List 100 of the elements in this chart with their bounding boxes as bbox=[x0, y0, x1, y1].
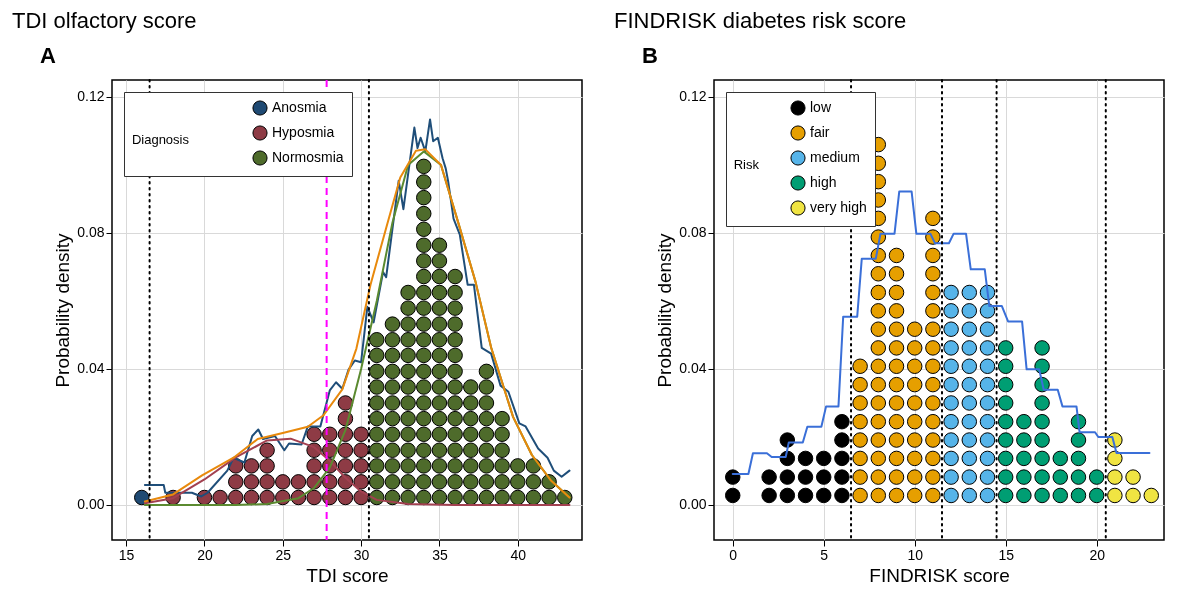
point bbox=[943, 432, 959, 448]
point bbox=[228, 489, 244, 506]
point bbox=[997, 432, 1014, 448]
point bbox=[353, 474, 369, 490]
point bbox=[259, 474, 275, 490]
x-tick-label: 30 bbox=[353, 546, 370, 563]
point bbox=[243, 474, 260, 490]
y-axis-title: Probability density bbox=[654, 232, 676, 388]
point bbox=[228, 474, 244, 490]
point bbox=[134, 489, 150, 506]
x-axis-title: FINDRISK score bbox=[869, 564, 1010, 586]
point bbox=[961, 358, 978, 374]
point bbox=[979, 469, 996, 485]
point bbox=[943, 450, 959, 467]
point bbox=[979, 487, 996, 504]
point bbox=[943, 340, 959, 356]
point bbox=[1034, 358, 1050, 374]
point bbox=[943, 413, 959, 430]
legend-label: high bbox=[810, 174, 837, 190]
point bbox=[322, 474, 338, 490]
point bbox=[943, 487, 959, 504]
y-axis-title: Probability density bbox=[52, 232, 74, 388]
point bbox=[943, 395, 959, 411]
point bbox=[725, 487, 741, 504]
point bbox=[1070, 432, 1087, 448]
point bbox=[961, 340, 978, 356]
point bbox=[1125, 469, 1141, 485]
x-tick-label: 25 bbox=[275, 546, 292, 563]
point bbox=[1016, 450, 1032, 467]
point bbox=[1125, 487, 1141, 504]
point bbox=[259, 442, 275, 458]
x-axis-title: TDI score bbox=[306, 564, 389, 586]
point bbox=[961, 432, 978, 448]
point bbox=[961, 450, 978, 467]
point bbox=[1034, 340, 1050, 356]
point bbox=[761, 487, 777, 504]
point bbox=[961, 284, 978, 301]
x-tick-label: 15 bbox=[998, 546, 1015, 563]
point bbox=[1016, 413, 1032, 430]
point bbox=[1034, 413, 1050, 430]
point bbox=[1034, 395, 1050, 411]
point bbox=[779, 469, 796, 485]
point bbox=[337, 442, 354, 458]
point bbox=[997, 450, 1014, 467]
point bbox=[815, 487, 832, 504]
point bbox=[290, 474, 307, 490]
point bbox=[1034, 469, 1050, 485]
point bbox=[997, 340, 1014, 356]
point bbox=[997, 469, 1014, 485]
point bbox=[353, 458, 369, 474]
point bbox=[961, 395, 978, 411]
legend-title: Diagnosis bbox=[131, 132, 190, 147]
point bbox=[725, 469, 741, 485]
point bbox=[943, 321, 959, 337]
point bbox=[997, 376, 1014, 393]
y-tick-label: 0.04 bbox=[679, 360, 707, 377]
x-tick-label: 15 bbox=[118, 546, 135, 563]
point bbox=[212, 489, 228, 506]
point bbox=[834, 469, 850, 485]
text: A bbox=[40, 43, 56, 68]
text: B bbox=[642, 43, 658, 68]
legend-label: Normosmia bbox=[272, 149, 344, 165]
point bbox=[979, 395, 996, 411]
point bbox=[243, 458, 260, 474]
point bbox=[961, 469, 978, 485]
point bbox=[979, 413, 996, 430]
point bbox=[1016, 432, 1032, 448]
point bbox=[815, 450, 832, 467]
point bbox=[797, 487, 814, 504]
point bbox=[797, 469, 814, 485]
legend-label: Anosmia bbox=[272, 99, 327, 115]
legend-label: Hyposmia bbox=[272, 124, 335, 140]
point bbox=[1052, 469, 1069, 485]
y-tick-label: 0.00 bbox=[679, 496, 707, 513]
point bbox=[1070, 450, 1087, 467]
point bbox=[979, 432, 996, 448]
point bbox=[943, 376, 959, 393]
point bbox=[1088, 487, 1105, 504]
point bbox=[306, 426, 322, 442]
y-tick-label: 0.08 bbox=[77, 224, 105, 241]
point bbox=[943, 469, 959, 485]
point bbox=[1107, 487, 1123, 504]
y-tick-label: 0.04 bbox=[77, 360, 105, 377]
x-tick-label: 20 bbox=[197, 546, 213, 563]
x-tick-label: 10 bbox=[907, 546, 924, 563]
x-tick-label: 5 bbox=[820, 546, 829, 563]
point bbox=[337, 489, 354, 506]
point bbox=[306, 458, 322, 474]
chart-title: FINDRISK diabetes risk score bbox=[614, 8, 907, 33]
point bbox=[1016, 469, 1032, 485]
legend-label: fair bbox=[810, 124, 830, 140]
point bbox=[979, 450, 996, 467]
chart-title: TDI olfactory score bbox=[12, 8, 197, 33]
point bbox=[961, 321, 978, 337]
point bbox=[1034, 432, 1050, 448]
point bbox=[1034, 487, 1050, 504]
point bbox=[797, 450, 814, 467]
point bbox=[337, 395, 354, 411]
y-tick-label: 0.00 bbox=[77, 496, 105, 513]
point bbox=[353, 442, 369, 458]
